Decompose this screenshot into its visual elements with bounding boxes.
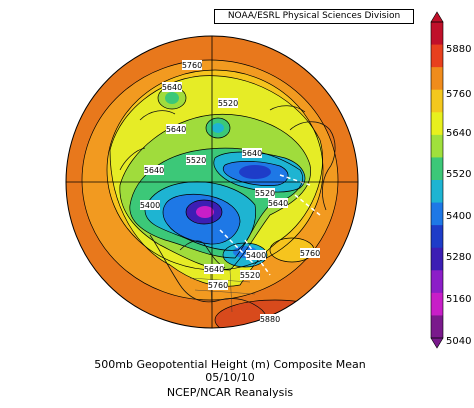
colorbar-segment <box>431 157 443 181</box>
contour-label: 5880 <box>260 314 280 324</box>
svg-text:5520: 5520 <box>186 156 206 165</box>
colorbar-label: 5280 <box>446 252 472 263</box>
svg-text:5640: 5640 <box>204 265 224 274</box>
colorbar-segment <box>431 315 443 339</box>
contour-label: 5400 <box>246 250 266 260</box>
contour-label: 5640 <box>166 124 186 134</box>
colorbar-segment <box>431 292 443 316</box>
figure-source: NCEP/NCAR Reanalysis <box>166 386 294 399</box>
colorbar-segment <box>431 112 443 136</box>
colorbar-segment <box>431 134 443 158</box>
colorbar-top-arrow <box>430 11 444 23</box>
colorbar-segment <box>431 247 443 271</box>
colorbar-bottom-arrow <box>430 337 444 349</box>
colorbar-label: 5760 <box>446 89 472 100</box>
svg-text:5640: 5640 <box>268 199 288 208</box>
colorbar-label: 5400 <box>446 211 472 222</box>
contour-label: 5640 <box>162 82 182 92</box>
colorbar-label: 5880 <box>446 44 472 55</box>
contour-label: 5760 <box>208 280 228 290</box>
colorbar-segment <box>431 44 443 68</box>
svg-text:5880: 5880 <box>260 315 280 324</box>
colorbar-segment <box>431 270 443 294</box>
contour-label: 5760 <box>182 60 202 70</box>
small-low-a-core <box>212 123 224 133</box>
contour-label: 5760 <box>300 248 320 258</box>
svg-text:5520: 5520 <box>255 189 275 198</box>
colorbar-segment <box>431 180 443 204</box>
figure-title: 500mb Geopotential Height (m) Composite … <box>94 358 366 371</box>
contour-label: 5640 <box>144 165 164 175</box>
colorbar-frame <box>430 21 444 339</box>
colorbar-segment <box>431 202 443 226</box>
svg-text:5640: 5640 <box>166 125 186 134</box>
svg-text:5640: 5640 <box>162 83 182 92</box>
low-core-magenta <box>196 206 214 218</box>
height-field <box>66 36 358 328</box>
svg-text:5760: 5760 <box>300 249 320 258</box>
figure-date: 05/10/10 <box>205 371 255 384</box>
contour-label: 5640 <box>242 148 262 158</box>
colorbar-segment <box>431 22 443 46</box>
contour-label: 5640 <box>268 198 288 208</box>
contour-label: 5520 <box>218 98 238 108</box>
contour-label: 5400 <box>140 200 160 210</box>
colorbar-label: 5520 <box>446 169 472 180</box>
svg-text:5400: 5400 <box>140 201 160 210</box>
contour-labels: 5760 5640 5520 5640 5520 5640 5400 5640 … <box>140 60 320 324</box>
contour-label: 5520 <box>255 188 275 198</box>
colorbar-label: 5040 <box>446 336 472 347</box>
contour-label: 5520 <box>240 270 260 280</box>
svg-text:5520: 5520 <box>218 99 238 108</box>
colorbar-segment <box>431 89 443 113</box>
colorbar-label: 5160 <box>446 294 472 305</box>
colorbar <box>430 11 444 349</box>
colorbar-label: 5640 <box>446 128 472 139</box>
svg-text:5640: 5640 <box>144 166 164 175</box>
colorbar-segment <box>431 67 443 91</box>
contour-label: 5640 <box>204 264 224 274</box>
svg-text:5400: 5400 <box>246 251 266 260</box>
colorbar-segment <box>431 225 443 249</box>
small-low-b-core <box>165 92 179 104</box>
arctic-core <box>239 165 271 179</box>
svg-text:5520: 5520 <box>240 271 260 280</box>
svg-text:5640: 5640 <box>242 149 262 158</box>
svg-text:5760: 5760 <box>208 281 228 290</box>
contour-label: 5520 <box>186 155 206 165</box>
svg-text:5760: 5760 <box>182 61 202 70</box>
credit-label: NOAA/ESRL Physical Sciences Division <box>214 9 414 24</box>
